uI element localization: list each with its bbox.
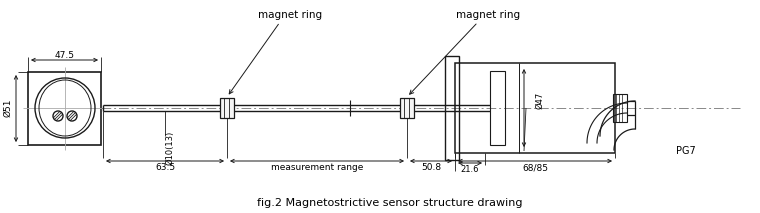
Bar (613, 94, 627, 122)
Bar (28, 72, 101, 145)
Bar (455, 63, 615, 153)
Text: Ø51: Ø51 (4, 99, 12, 117)
Bar (490, 71, 505, 145)
Text: 63.5: 63.5 (155, 164, 175, 173)
Text: 50.8: 50.8 (421, 164, 441, 173)
Text: magnet ring: magnet ring (456, 10, 520, 20)
Text: fig.2 Magnetostrictive sensor structure drawing: fig.2 Magnetostrictive sensor structure … (257, 198, 523, 208)
Text: measurement range: measurement range (271, 164, 363, 173)
Text: magnet ring: magnet ring (258, 10, 322, 20)
Bar (445, 56, 459, 160)
Text: 47.5: 47.5 (55, 50, 74, 59)
Text: PG7: PG7 (676, 146, 696, 156)
Text: Ø47: Ø47 (536, 91, 544, 109)
Bar (400, 98, 414, 118)
Text: 21.6: 21.6 (461, 164, 480, 174)
Text: Ø10(13): Ø10(13) (166, 131, 175, 165)
Bar (220, 98, 234, 118)
Text: 68/85: 68/85 (522, 164, 548, 173)
